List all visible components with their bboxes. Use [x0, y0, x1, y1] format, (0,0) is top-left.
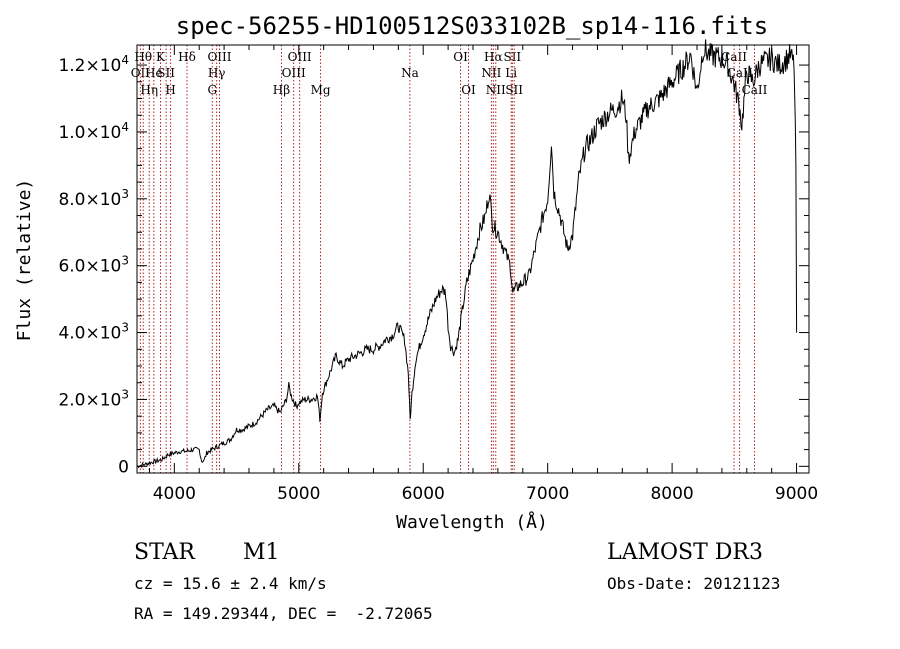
y-tick-exponent: 3: [121, 387, 129, 401]
y-tick-exponent: 3: [121, 254, 129, 268]
y-tick-mantissa: 8.0×10: [58, 190, 121, 210]
line-marker-label: OII: [131, 66, 151, 80]
y-tick-label: 4.0×103: [58, 321, 129, 344]
x-tick-label: 4000: [153, 484, 196, 504]
y-tick-exponent: 4: [121, 53, 129, 67]
x-axis-label: Wavelength (Å): [396, 511, 548, 533]
y-tick-mantissa: 1.2×10: [58, 56, 121, 76]
y-tick-label: 8.0×103: [58, 187, 129, 210]
line-marker-label: SII: [157, 66, 175, 80]
line-marker-label: OIII: [282, 66, 306, 80]
y-tick-mantissa: 4.0×10: [58, 324, 121, 344]
chart-title: spec-56255-HD100512S033102B_sp14-116.fit…: [176, 12, 768, 40]
y-tick-label: 6.0×103: [58, 254, 129, 277]
line-marker-label: Na: [401, 66, 419, 80]
object-subclass: M1: [243, 540, 280, 565]
line-marker-label: NII: [486, 83, 506, 97]
line-marker-label: Mg: [311, 83, 331, 97]
y-tick-mantissa: 0: [118, 457, 129, 477]
line-marker-label: Hγ: [208, 66, 226, 80]
y-tick-mantissa: 1.0×10: [58, 123, 121, 143]
y-tick-label: 2.0×103: [58, 387, 129, 410]
y-tick-label: 1.2×104: [58, 53, 129, 76]
x-axis: 4000 5000 6000 7000 8000 9000: [148, 45, 818, 504]
line-marker-label: NII: [481, 66, 501, 80]
object-type: STAR: [134, 540, 195, 565]
line-marker-label: Hβ: [273, 83, 290, 97]
line-marker-label: OI: [461, 83, 476, 97]
line-marker-label: CaII: [742, 83, 768, 97]
y-tick-exponent: 3: [121, 321, 129, 335]
line-marker-label: SII: [505, 83, 523, 97]
x-tick-label: 6000: [402, 484, 445, 504]
line-marker-label: G: [207, 83, 217, 97]
obs-date: Obs-Date: 20121123: [607, 574, 781, 593]
line-marker-label: Hη: [140, 83, 158, 97]
y-tick-label: 0: [118, 457, 129, 477]
y-tick-label: 1.0×104: [58, 120, 129, 143]
line-marker-label: K: [156, 50, 166, 64]
survey-name: LAMOST DR3: [607, 540, 763, 565]
y-tick-mantissa: 2.0×10: [58, 390, 121, 410]
y-tick-exponent: 4: [121, 120, 129, 134]
x-tick-label: 5000: [277, 484, 320, 504]
line-marker-label: H: [165, 83, 175, 97]
line-marker-label: SII: [503, 50, 521, 64]
line-marker-label: He: [145, 66, 163, 80]
y-axis: 02.0×1034.0×1036.0×1038.0×1031.0×1041.2×…: [58, 53, 809, 477]
x-tick-label: 9000: [775, 484, 818, 504]
y-tick-mantissa: 6.0×10: [58, 257, 121, 277]
x-tick-label: 8000: [650, 484, 693, 504]
coordinates-readout: RA = 149.29344, DEC = -2.72065: [134, 604, 433, 623]
line-marker-label: OIII: [207, 50, 231, 64]
y-tick-exponent: 3: [121, 187, 129, 201]
line-marker-label: CaII: [721, 50, 747, 64]
redshift-readout: cz = 15.6 ± 2.4 km/s: [134, 574, 327, 593]
line-marker-label: Li: [505, 66, 517, 80]
line-marker-label: OI: [453, 50, 468, 64]
flux-series: [136, 39, 798, 469]
line-marker-label: Hδ: [178, 50, 196, 64]
y-axis-label: Flux (relative): [14, 179, 35, 342]
flux-line: [136, 39, 798, 469]
line-markers: OII Hθ Hη He K SII H Hδ G Hγ OIII Hβ OIII OIII Mg Na OI O…: [131, 45, 768, 473]
line-marker-label: Hα: [484, 50, 503, 64]
line-marker-label: Hθ: [134, 50, 152, 64]
line-marker-label: OIII: [288, 50, 312, 64]
x-tick-label: 7000: [526, 484, 569, 504]
